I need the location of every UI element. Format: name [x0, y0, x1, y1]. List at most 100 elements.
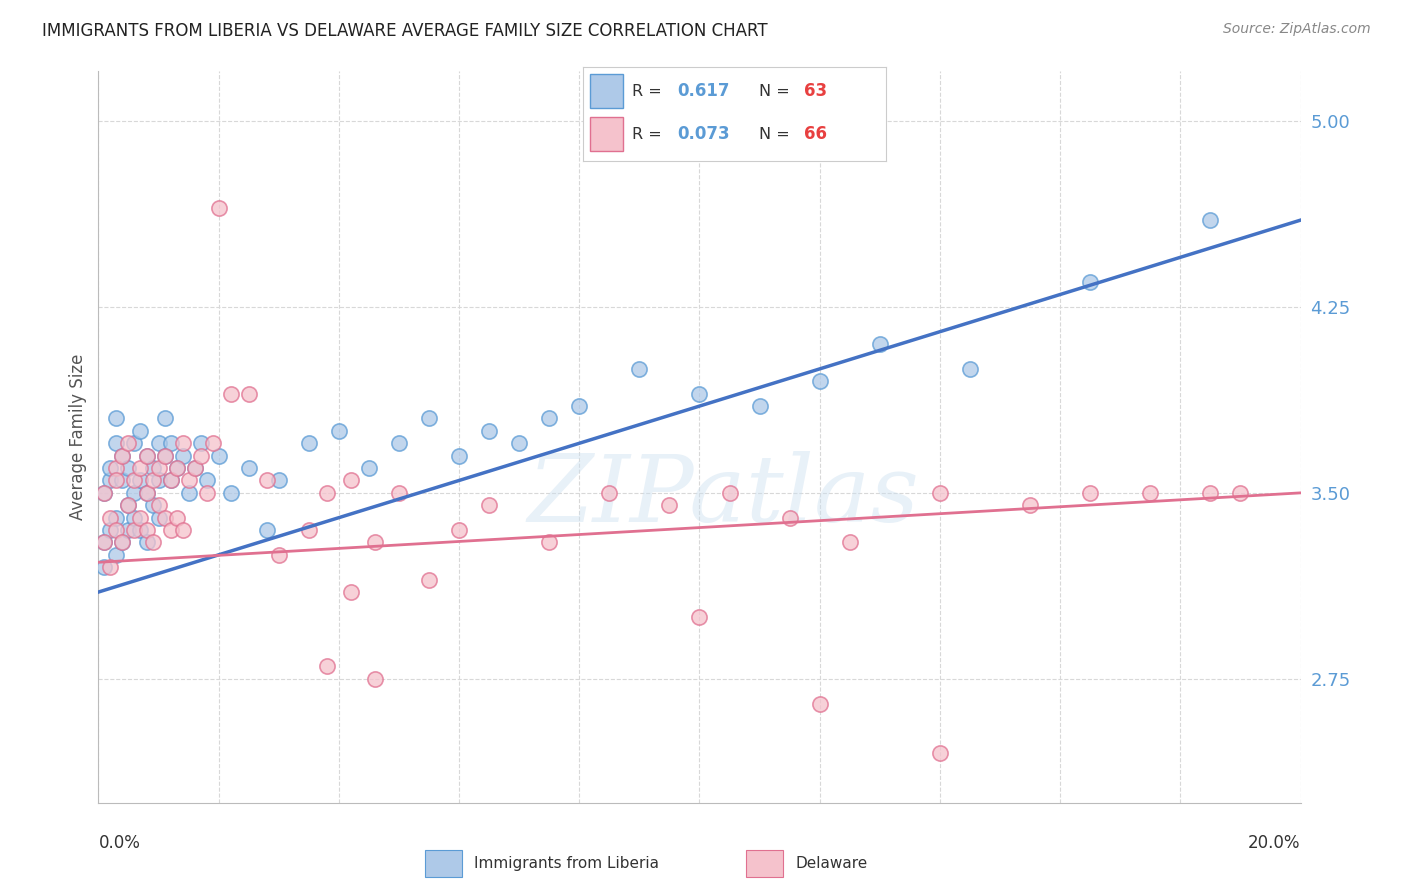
- Point: [195, 486, 218, 500]
- Point: [141, 535, 163, 549]
- Text: Source: ZipAtlas.com: Source: ZipAtlas.com: [1223, 22, 1371, 37]
- Point: [183, 461, 205, 475]
- Point: [124, 436, 146, 450]
- Point: [208, 201, 231, 215]
- Point: [129, 510, 152, 524]
- Y-axis label: Average Family Size: Average Family Size: [69, 354, 87, 520]
- Point: [135, 535, 157, 549]
- FancyBboxPatch shape: [425, 850, 461, 877]
- Point: [388, 486, 411, 500]
- Text: Immigrants from Liberia: Immigrants from Liberia: [474, 855, 659, 871]
- Point: [838, 535, 860, 549]
- Point: [267, 548, 290, 562]
- Point: [256, 474, 278, 488]
- Point: [166, 461, 188, 475]
- Point: [93, 486, 115, 500]
- Point: [328, 424, 350, 438]
- Point: [315, 659, 337, 673]
- Point: [153, 449, 176, 463]
- Point: [124, 474, 146, 488]
- Point: [111, 535, 134, 549]
- Point: [172, 449, 194, 463]
- Text: ZIPatlas: ZIPatlas: [527, 450, 920, 541]
- Text: R =: R =: [631, 127, 666, 142]
- Point: [166, 461, 188, 475]
- Point: [340, 585, 363, 599]
- Point: [159, 523, 181, 537]
- Point: [808, 374, 831, 388]
- Point: [959, 362, 981, 376]
- Point: [1229, 486, 1251, 500]
- Text: R =: R =: [631, 84, 666, 99]
- Point: [105, 523, 128, 537]
- Point: [177, 486, 200, 500]
- Point: [153, 449, 176, 463]
- Point: [159, 474, 181, 488]
- Point: [100, 523, 122, 537]
- Point: [447, 449, 470, 463]
- Point: [105, 436, 128, 450]
- Text: Delaware: Delaware: [796, 855, 868, 871]
- Point: [93, 486, 115, 500]
- Point: [598, 486, 620, 500]
- Point: [478, 424, 501, 438]
- Point: [195, 474, 218, 488]
- Point: [141, 461, 163, 475]
- Point: [129, 474, 152, 488]
- Point: [219, 386, 242, 401]
- Point: [315, 486, 337, 500]
- FancyBboxPatch shape: [589, 118, 623, 152]
- Point: [100, 560, 122, 574]
- Point: [1078, 275, 1101, 289]
- Text: 66: 66: [804, 126, 827, 144]
- Point: [105, 548, 128, 562]
- Point: [141, 498, 163, 512]
- Point: [135, 486, 157, 500]
- Point: [111, 535, 134, 549]
- Text: 0.0%: 0.0%: [98, 834, 141, 852]
- Point: [105, 411, 128, 425]
- Point: [135, 449, 157, 463]
- Point: [124, 510, 146, 524]
- Point: [172, 523, 194, 537]
- Point: [153, 510, 176, 524]
- Point: [100, 474, 122, 488]
- Point: [141, 474, 163, 488]
- Point: [748, 399, 770, 413]
- Point: [159, 436, 181, 450]
- Point: [628, 362, 651, 376]
- Point: [135, 449, 157, 463]
- Point: [929, 746, 952, 760]
- Point: [869, 337, 891, 351]
- Text: 20.0%: 20.0%: [1249, 834, 1301, 852]
- Point: [135, 523, 157, 537]
- Point: [148, 461, 170, 475]
- Point: [111, 474, 134, 488]
- Point: [298, 523, 321, 537]
- Point: [447, 523, 470, 537]
- Text: IMMIGRANTS FROM LIBERIA VS DELAWARE AVERAGE FAMILY SIZE CORRELATION CHART: IMMIGRANTS FROM LIBERIA VS DELAWARE AVER…: [42, 22, 768, 40]
- Text: N =: N =: [759, 84, 794, 99]
- Point: [93, 560, 115, 574]
- Point: [208, 449, 231, 463]
- Point: [172, 436, 194, 450]
- Point: [1139, 486, 1161, 500]
- Text: 63: 63: [804, 82, 827, 100]
- Point: [1199, 213, 1222, 227]
- Point: [418, 573, 440, 587]
- Point: [117, 461, 139, 475]
- Point: [148, 510, 170, 524]
- Point: [105, 474, 128, 488]
- Point: [183, 461, 205, 475]
- Point: [129, 424, 152, 438]
- Point: [148, 436, 170, 450]
- Point: [190, 436, 212, 450]
- Point: [117, 523, 139, 537]
- Point: [201, 436, 224, 450]
- Point: [148, 474, 170, 488]
- Point: [267, 474, 290, 488]
- Point: [177, 474, 200, 488]
- FancyBboxPatch shape: [589, 74, 623, 108]
- Point: [117, 498, 139, 512]
- Point: [689, 610, 711, 624]
